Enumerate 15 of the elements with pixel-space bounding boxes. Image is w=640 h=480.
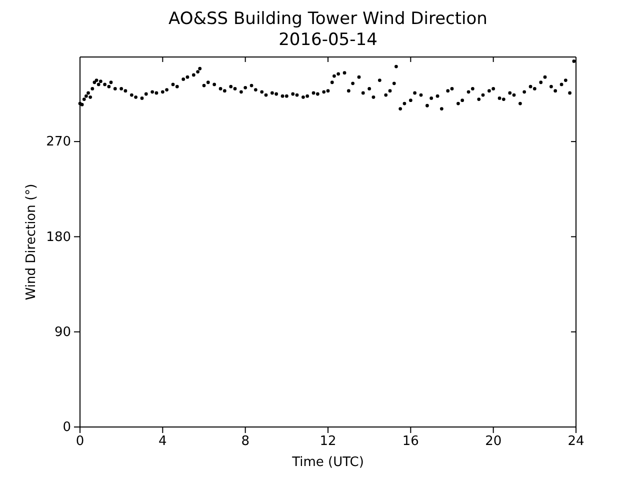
- y-tick-label: 180: [46, 230, 71, 245]
- x-tick-label: 8: [241, 434, 250, 450]
- y-tick-label: 270: [46, 134, 71, 150]
- y-tick-label: 90: [54, 325, 71, 340]
- y-axis-title: Wind Direction (°): [24, 184, 39, 300]
- x-tick-label: 0: [76, 434, 84, 450]
- x-tick-label: 24: [568, 434, 584, 450]
- x-axis-title: Time (UTC): [291, 455, 364, 470]
- x-tick-label: 20: [485, 434, 502, 450]
- y-tick-label: 0: [62, 420, 71, 436]
- x-tick-label: 12: [320, 434, 336, 450]
- chart-title: AO&SS Building Tower Wind Direction: [168, 9, 488, 29]
- x-tick-label: 4: [158, 434, 167, 450]
- x-tick-label: 16: [402, 434, 419, 450]
- chart-subtitle: 2016-05-14: [278, 30, 378, 50]
